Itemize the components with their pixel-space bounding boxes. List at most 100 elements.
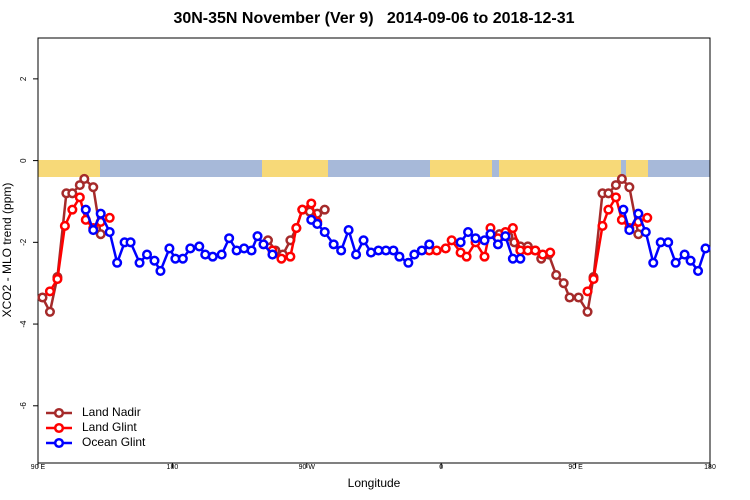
point <box>409 249 420 260</box>
point <box>388 245 399 256</box>
point <box>343 225 354 236</box>
point <box>95 229 106 240</box>
point <box>79 173 90 185</box>
point <box>291 222 302 234</box>
point <box>164 243 175 254</box>
point <box>470 233 481 244</box>
point <box>59 220 70 232</box>
point <box>461 251 472 262</box>
point <box>515 253 526 264</box>
land-band <box>262 160 328 177</box>
point <box>285 251 296 262</box>
point <box>424 239 435 250</box>
point <box>95 208 106 219</box>
point <box>104 212 115 223</box>
point <box>479 251 490 262</box>
point <box>297 204 308 215</box>
point <box>194 241 205 252</box>
point <box>603 204 614 215</box>
point <box>679 249 690 260</box>
point <box>582 306 593 317</box>
point <box>558 278 569 289</box>
point <box>700 243 711 254</box>
point <box>149 255 160 266</box>
point <box>446 235 457 246</box>
point <box>479 235 490 246</box>
point <box>551 269 562 281</box>
legend-marker <box>53 407 65 419</box>
point <box>80 204 91 215</box>
y-tick-label: -4 <box>19 320 28 328</box>
point <box>663 237 674 248</box>
legend-marker <box>53 422 65 434</box>
point <box>112 257 123 268</box>
point <box>507 222 518 234</box>
point <box>328 239 339 250</box>
point <box>403 257 414 268</box>
point <box>573 292 584 303</box>
point <box>336 245 347 256</box>
point <box>246 245 257 256</box>
y-axis-label: XCO2 - MLO trend (ppm) <box>0 183 14 318</box>
point <box>394 251 405 262</box>
point <box>610 192 621 203</box>
point <box>693 265 704 276</box>
legend-marker <box>53 437 65 449</box>
point <box>624 225 635 236</box>
point <box>358 235 369 246</box>
point <box>224 233 235 244</box>
point <box>67 188 78 199</box>
point <box>640 227 651 238</box>
point <box>564 292 575 303</box>
point <box>141 249 153 260</box>
point <box>500 231 511 242</box>
point <box>177 253 188 264</box>
x-tick-label: 180 <box>704 464 716 471</box>
x-tick-label: 0 <box>439 464 443 471</box>
point <box>312 218 323 229</box>
land-band <box>626 160 648 177</box>
legend-label: Land Nadir <box>82 405 141 419</box>
point <box>44 286 55 297</box>
point <box>455 237 466 248</box>
point <box>88 225 99 236</box>
point <box>258 239 269 250</box>
point <box>319 204 330 215</box>
point <box>624 182 635 193</box>
point <box>648 257 659 268</box>
point <box>88 182 99 193</box>
point <box>610 180 621 191</box>
point <box>588 274 599 285</box>
point <box>416 245 427 256</box>
point <box>485 229 496 240</box>
point <box>685 255 696 266</box>
y-tick-label: -6 <box>19 402 28 410</box>
point <box>252 231 263 242</box>
point <box>618 204 629 215</box>
legend-label: Ocean Glint <box>82 435 146 449</box>
point <box>267 249 278 260</box>
point <box>319 227 330 238</box>
point <box>597 220 608 232</box>
point <box>155 265 166 276</box>
point <box>52 274 63 285</box>
y-tick-label: 0 <box>19 158 28 163</box>
point <box>216 249 227 260</box>
legend-label: Land Glint <box>82 420 137 434</box>
point <box>74 192 85 203</box>
point <box>104 227 115 238</box>
point <box>37 292 48 303</box>
land-band <box>38 160 100 177</box>
x-tick-label: 90 E <box>568 464 583 471</box>
point <box>670 257 681 268</box>
land-band <box>430 160 492 177</box>
point <box>125 237 136 248</box>
x-tick-label: 90 E <box>31 464 46 471</box>
point <box>545 247 556 258</box>
y-tick-label: 2 <box>19 76 28 81</box>
point <box>185 243 196 254</box>
point <box>463 227 474 238</box>
point <box>207 251 218 262</box>
point <box>351 249 362 260</box>
